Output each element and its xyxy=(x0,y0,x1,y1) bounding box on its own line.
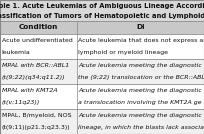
Text: the (9;22) translocation or the BCR::ABL: the (9;22) translocation or the BCR::ABL xyxy=(78,75,204,80)
Bar xyxy=(0,59,204,84)
Bar xyxy=(0,0,204,21)
Bar xyxy=(0,34,204,59)
Text: Acute leukemia that does not express any: Acute leukemia that does not express any xyxy=(78,38,204,43)
Text: leukemia: leukemia xyxy=(2,50,30,55)
Text: (t(9;22)(q34;q11.2)): (t(9;22)(q34;q11.2)) xyxy=(2,75,65,80)
Text: MPAL with BCR::ABL1: MPAL with BCR::ABL1 xyxy=(2,63,69,68)
Text: Acute undifferentiated: Acute undifferentiated xyxy=(2,38,72,43)
Text: Acute leukemia meeting the diagnostic c: Acute leukemia meeting the diagnostic c xyxy=(78,63,204,68)
Bar xyxy=(0,109,204,134)
Text: MPAL with KMT2A: MPAL with KMT2A xyxy=(2,88,57,93)
Text: Di: Di xyxy=(136,24,144,30)
Text: MPAL, B/myeloid, NOS: MPAL, B/myeloid, NOS xyxy=(2,113,71,118)
Text: Acute leukemia meeting the diagnostic c: Acute leukemia meeting the diagnostic c xyxy=(78,113,204,118)
Text: lymphoid or myeloid lineage: lymphoid or myeloid lineage xyxy=(78,50,168,55)
Bar xyxy=(0,21,204,34)
Bar xyxy=(0,84,204,109)
Text: Condition: Condition xyxy=(19,24,58,30)
Text: (t(v;11q23)): (t(v;11q23)) xyxy=(2,100,40,105)
Text: Classification of Tumors of Hematopoietic and Lymphoid Ti: Classification of Tumors of Hematopoieti… xyxy=(0,13,204,19)
Text: (t(9;11)(p21.3;q23.3)): (t(9;11)(p21.3;q23.3)) xyxy=(2,125,70,130)
Text: lineage, in which the blasts lack associa: lineage, in which the blasts lack associ… xyxy=(78,125,204,130)
Text: Acute leukemia meeting the diagnostic c: Acute leukemia meeting the diagnostic c xyxy=(78,88,204,93)
Text: a translocation involving the KMT2A ge: a translocation involving the KMT2A ge xyxy=(78,100,202,105)
Text: Table 1. Acute Leukemias of Ambiguous Lineage According: Table 1. Acute Leukemias of Ambiguous Li… xyxy=(0,3,204,9)
